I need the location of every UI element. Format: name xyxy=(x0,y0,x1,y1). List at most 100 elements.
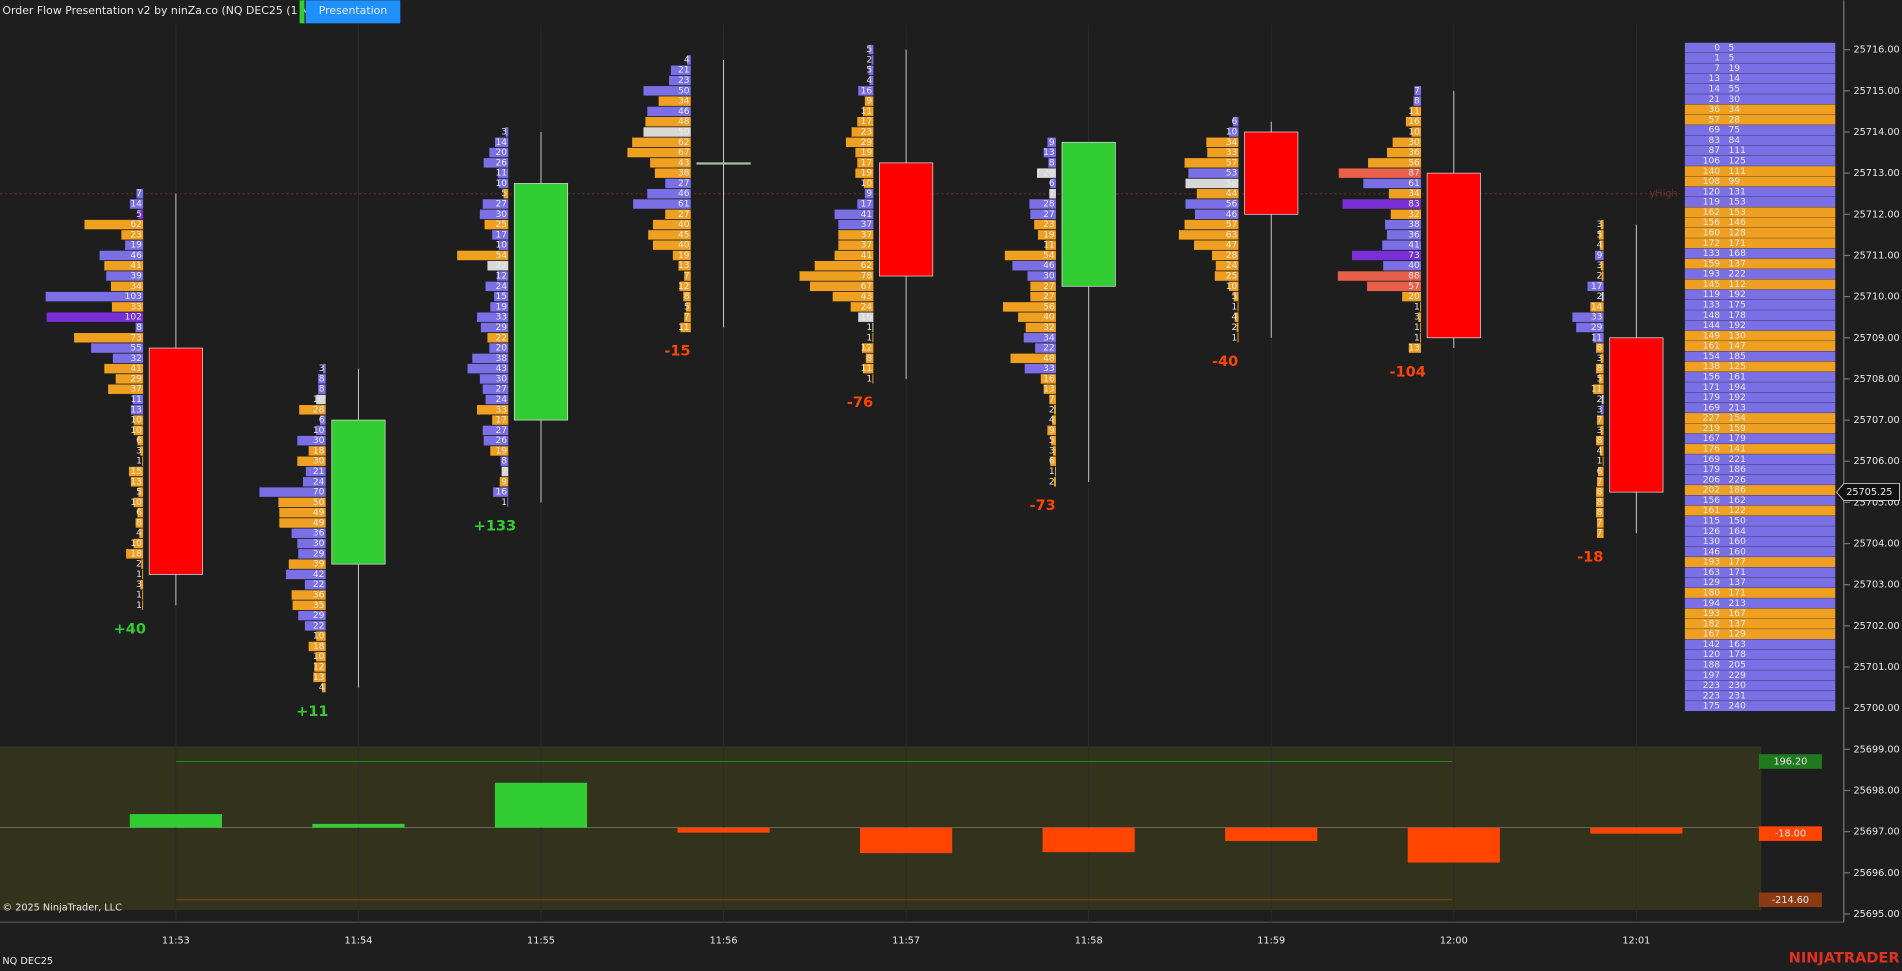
footprint-bar xyxy=(1418,312,1422,322)
footprint-label: 42 xyxy=(313,570,325,580)
footprint-label: 54 xyxy=(1043,251,1055,261)
footprint-bar xyxy=(1024,363,1056,374)
ladder-ask: 153 xyxy=(1729,208,1747,218)
footprint-bar xyxy=(1596,415,1604,425)
footprint-bar xyxy=(1049,188,1056,199)
footprint-label: 30 xyxy=(313,436,325,446)
footprint-bar xyxy=(684,312,691,322)
ladder-row xyxy=(1684,269,1836,279)
footprint-bar xyxy=(1600,353,1604,364)
ladder-row xyxy=(1684,629,1836,640)
footprint-label: 17 xyxy=(495,416,507,426)
ladder-bid: 146 xyxy=(1703,547,1721,557)
ladder-row xyxy=(1684,515,1836,526)
ladder-bid: 57 xyxy=(1708,115,1720,125)
footprint-label: 16 xyxy=(495,488,507,498)
footprint-bar xyxy=(1050,456,1056,466)
footprint-bar xyxy=(1388,188,1422,199)
footprint-label: 28 xyxy=(1043,200,1055,210)
footprint-bar xyxy=(658,96,691,106)
footprint-label: 29 xyxy=(861,138,873,148)
ladder-bid: 119 xyxy=(1703,290,1721,300)
ladder-row xyxy=(1684,42,1836,53)
footprint-label: 8 xyxy=(1414,97,1420,107)
ladder-bid: 176 xyxy=(1703,445,1721,455)
footprint-label: 67 xyxy=(678,148,690,158)
footprint-label: 11 xyxy=(861,107,873,117)
footprint-label: 27 xyxy=(678,210,690,220)
ladder-row xyxy=(1684,577,1836,588)
footprint-bar xyxy=(483,435,509,446)
ladder-bid: 108 xyxy=(1703,177,1721,187)
footprint-label: 22 xyxy=(495,261,507,271)
presentation-button-label[interactable]: Presentation xyxy=(319,4,388,17)
footprint-label: 27 xyxy=(1043,292,1055,302)
footprint-bar xyxy=(1596,477,1604,487)
footprint-label: 18 xyxy=(130,549,142,559)
footprint-bar xyxy=(489,147,509,158)
ladder-row xyxy=(1684,104,1836,115)
footprint-label: 19 xyxy=(495,302,507,312)
footprint-bar xyxy=(297,435,326,446)
y-tick-label: 25707.00 xyxy=(1853,415,1899,426)
footprint-label: 1 xyxy=(1414,323,1420,333)
footprint-bar xyxy=(313,672,326,683)
footprint-label: 7 xyxy=(684,313,690,323)
footprint-bar xyxy=(1600,219,1604,230)
footprint-bar xyxy=(1363,178,1422,189)
footprint-label: 56 xyxy=(1226,179,1238,189)
ladder-row xyxy=(1684,186,1836,197)
footprint-label: 24 xyxy=(1226,261,1238,271)
footprint-bar xyxy=(1593,333,1604,343)
footprint-label: 43 xyxy=(861,292,873,302)
footprint-label: 33 xyxy=(1591,313,1603,323)
footprint-bar xyxy=(1237,302,1239,312)
footprint-bar xyxy=(1237,333,1239,343)
footprint-bar xyxy=(128,466,144,477)
footprint-label: 2 xyxy=(1597,395,1603,405)
ladder-row xyxy=(1684,505,1836,516)
footprint-bar xyxy=(507,497,509,508)
footprint-label: 8 xyxy=(136,323,142,333)
footprint-bar xyxy=(467,363,509,374)
footprint-bar xyxy=(1420,322,1422,333)
footprint-bar xyxy=(1211,250,1239,261)
footprint-bar xyxy=(135,518,144,528)
instrument: NQ DEC25 xyxy=(2,956,53,967)
footprint-bar xyxy=(288,559,326,569)
footprint-bar xyxy=(1596,518,1604,528)
footprint-label: 19 xyxy=(678,251,690,261)
footprint-bar xyxy=(683,291,691,302)
y-tick-label: 25715.00 xyxy=(1853,86,1899,97)
footprint-bar xyxy=(1196,188,1239,199)
footprint-label: 50 xyxy=(678,86,690,96)
footprint-bar xyxy=(1383,261,1422,271)
footprint-bar xyxy=(864,188,874,199)
footprint-bar xyxy=(1027,271,1056,281)
ladder-row xyxy=(1684,361,1836,372)
footprint-bar xyxy=(316,394,326,405)
footprint-label: 13 xyxy=(313,673,325,683)
footprint-bar xyxy=(1598,230,1604,240)
footprint-label: 47 xyxy=(1226,241,1238,251)
footprint-label: 37 xyxy=(861,220,873,230)
footprint-bar xyxy=(1034,219,1056,230)
footprint-bar xyxy=(321,682,326,693)
footprint-bar xyxy=(652,240,691,250)
ladder-row xyxy=(1684,598,1836,609)
footprint-label: 5 xyxy=(684,302,690,312)
footprint-label: 19 xyxy=(861,169,873,179)
ladder-ask: 168 xyxy=(1729,249,1747,259)
ladder-bid: 160 xyxy=(1703,228,1721,238)
footprint-label: 43 xyxy=(495,364,507,374)
footprint-label: 11 xyxy=(130,395,142,405)
footprint-bar xyxy=(1390,209,1422,220)
footprint-label: 41 xyxy=(1408,241,1420,251)
footprint-label: 27 xyxy=(678,179,690,189)
footprint-bar xyxy=(858,86,874,96)
footprint-bar xyxy=(1043,147,1056,158)
ladder-row xyxy=(1684,279,1836,290)
presentation-button[interactable] xyxy=(305,0,401,24)
footprint-bar xyxy=(1367,281,1422,292)
ladder-ask: 240 xyxy=(1729,702,1747,712)
